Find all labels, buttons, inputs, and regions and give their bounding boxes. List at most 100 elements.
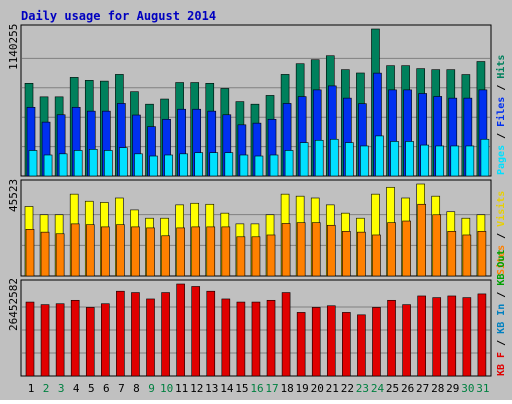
day-label-1: 1 <box>28 382 35 395</box>
bar-kb-f-day-31 <box>477 293 487 377</box>
day-label-11: 11 <box>175 382 188 395</box>
day-label-16: 16 <box>250 382 263 395</box>
bar-kb-f-day-20 <box>311 307 321 377</box>
bar-kb-f-day-12 <box>191 286 201 377</box>
bar-sites-day-27 <box>417 203 426 277</box>
day-label-31: 31 <box>476 382 489 395</box>
bar-sites-day-14 <box>221 226 231 277</box>
bar-kb-f-day-26 <box>402 304 411 377</box>
bar-sites-day-24 <box>372 234 381 277</box>
bar-kb-f-day-2 <box>40 304 50 377</box>
legend-separator: / <box>496 227 507 239</box>
legend-files: Files <box>495 97 507 127</box>
chart-title: Daily usage for August 2014 <box>21 9 216 23</box>
bar-kb-f-day-23 <box>357 314 366 377</box>
day-label-3: 3 <box>58 382 65 395</box>
bar-pages-day-5 <box>88 149 98 177</box>
kbf-panel: 26452582 KB F / KB In / KB Out <box>7 250 507 377</box>
bar-pages-day-23 <box>360 145 369 177</box>
bar-pages-day-22 <box>345 142 354 177</box>
bar-pages-day-24 <box>375 135 384 177</box>
bar-pages-day-8 <box>134 153 143 177</box>
bar-pages-day-25 <box>390 141 399 177</box>
bar-pages-day-9 <box>149 155 158 177</box>
bar-pages-day-10 <box>164 154 173 177</box>
bar-kb-f-day-28 <box>432 297 442 377</box>
day-label-18: 18 <box>280 382 293 395</box>
bar-sites-day-23 <box>357 231 366 277</box>
legend-kbin: KB In <box>496 304 507 334</box>
bar-pages-day-29 <box>450 145 460 177</box>
day-label-6: 6 <box>103 382 110 395</box>
hits-panel-bars <box>24 28 490 177</box>
bar-kb-f-day-15 <box>236 301 246 377</box>
visits-panel-bars <box>24 183 487 277</box>
bar-sites-day-25 <box>387 222 396 277</box>
bar-kb-f-day-18 <box>281 292 291 377</box>
bar-kb-f-day-6 <box>101 303 110 377</box>
day-label-14: 14 <box>220 382 234 395</box>
bar-pages-day-14 <box>224 152 234 177</box>
bar-sites-day-30 <box>462 234 472 277</box>
bar-sites-day-18 <box>281 223 291 277</box>
bar-kb-f-day-30 <box>462 297 472 377</box>
bar-sites-day-13 <box>206 226 216 277</box>
bar-sites-day-29 <box>447 231 457 277</box>
bar-sites-day-11 <box>176 227 185 277</box>
bar-pages-day-30 <box>465 145 475 177</box>
bar-kb-f-day-11 <box>176 283 185 377</box>
bar-sites-day-31 <box>477 231 487 277</box>
day-label-28: 28 <box>431 382 444 395</box>
legend-pages: Pages <box>496 145 507 175</box>
day-label-12: 12 <box>190 382 203 395</box>
legend-separator: / <box>496 286 507 298</box>
hits-panel-legend: Pages / Files / Hits <box>495 55 507 175</box>
bar-kb-f-day-1 <box>25 301 35 377</box>
bar-sites-day-10 <box>161 235 170 277</box>
hits-panel: 1140255 Pages / Files / Hits <box>7 24 507 177</box>
bar-kb-f-day-27 <box>417 295 426 377</box>
day-label-15: 15 <box>235 382 248 395</box>
bar-sites-day-28 <box>432 214 442 277</box>
bar-kb-f-day-29 <box>447 295 457 377</box>
day-label-30: 30 <box>461 382 474 395</box>
bar-sites-day-4 <box>70 223 80 277</box>
day-label-22: 22 <box>341 382 354 395</box>
bar-pages-day-11 <box>179 153 188 177</box>
bar-pages-day-1 <box>28 150 38 177</box>
bar-kb-f-day-14 <box>221 298 231 377</box>
bar-sites-day-20 <box>311 222 321 277</box>
bar-pages-day-4 <box>73 150 83 177</box>
bar-kb-f-day-19 <box>296 312 306 377</box>
bar-sites-day-7 <box>116 224 125 277</box>
day-label-4: 4 <box>73 382 80 395</box>
day-label-19: 19 <box>296 382 309 395</box>
bar-sites-day-3 <box>55 233 65 277</box>
bar-pages-day-7 <box>119 147 128 177</box>
day-label-23: 23 <box>356 382 369 395</box>
bar-sites-day-22 <box>342 231 351 277</box>
legend-kbf: KB F <box>496 352 507 376</box>
bar-kb-f-day-25 <box>387 299 396 377</box>
bar-kb-f-day-17 <box>266 299 276 377</box>
bar-pages-day-21 <box>329 138 339 177</box>
day-label-13: 13 <box>205 382 218 395</box>
day-label-27: 27 <box>416 382 429 395</box>
legend-separator: / <box>496 79 507 91</box>
legend-separator: / <box>496 127 507 139</box>
day-label-29: 29 <box>446 382 459 395</box>
bar-sites-day-6 <box>101 226 110 277</box>
legend-hits: Hits <box>495 55 507 79</box>
bar-pages-day-13 <box>209 152 219 177</box>
bar-sites-day-9 <box>146 227 155 277</box>
bar-pages-day-17 <box>269 154 279 177</box>
bar-pages-day-12 <box>194 152 204 177</box>
day-label-17: 17 <box>265 382 278 395</box>
day-label-26: 26 <box>401 382 414 395</box>
day-label-9: 9 <box>148 382 155 395</box>
bar-sites-day-19 <box>296 222 306 277</box>
kbf-panel-bars <box>25 283 487 377</box>
bar-kb-f-day-13 <box>206 290 216 377</box>
legend-visits: Visits <box>495 191 507 227</box>
